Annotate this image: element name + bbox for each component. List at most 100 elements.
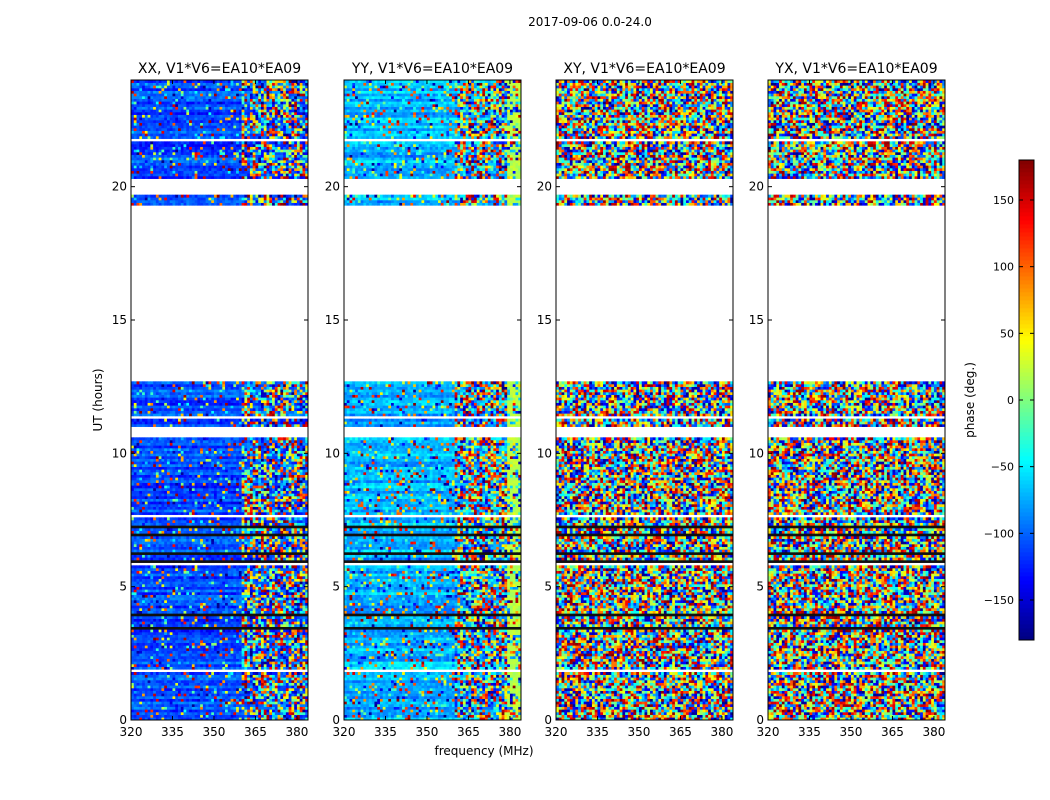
panels: XX, V1*V6=EA10*EA09 320 335 350 365 380 0 5 10 15… <box>112 61 946 739</box>
x-tick-label: 320 <box>120 725 143 739</box>
colorbar-segment <box>1019 596 1034 601</box>
colorbar-segment <box>1019 280 1034 285</box>
colorbar-segment <box>1019 244 1034 249</box>
colorbar-segment <box>1019 384 1034 389</box>
colorbar-tick-label: −50 <box>991 461 1014 474</box>
colorbar-segment <box>1019 308 1034 313</box>
colorbar-segment <box>1019 432 1034 437</box>
y-tick-label: 0 <box>119 713 127 727</box>
colorbar-segment <box>1019 608 1034 613</box>
colorbar-segment <box>1019 228 1034 233</box>
x-tick-label: 335 <box>374 725 397 739</box>
panel-frame <box>767 79 946 721</box>
colorbar-segment <box>1019 264 1034 269</box>
colorbar-segment <box>1019 476 1034 481</box>
phase-panel: XY, V1*V6=EA10*EA09 320 335 350 365 380 0 5 10 15… <box>537 61 734 739</box>
colorbar-segment <box>1019 184 1034 189</box>
colorbar-segment <box>1019 324 1034 329</box>
colorbar-segment <box>1019 172 1034 177</box>
y-tick-label: 15 <box>537 313 552 327</box>
colorbar-tick-label: −100 <box>984 527 1014 540</box>
x-tick-label: 380 <box>285 725 308 739</box>
colorbar-segment <box>1019 612 1034 617</box>
colorbar-segment <box>1019 216 1034 221</box>
colorbar-segment <box>1019 456 1034 461</box>
x-tick-label: 365 <box>457 725 480 739</box>
panel-title: XY, V1*V6=EA10*EA09 <box>563 61 725 77</box>
colorbar-segment <box>1019 548 1034 553</box>
x-tick-label: 380 <box>498 725 521 739</box>
y-tick-label: 5 <box>544 580 552 594</box>
y-tick-label: 0 <box>332 713 340 727</box>
colorbar-segment <box>1019 444 1034 449</box>
colorbar-segment <box>1019 592 1034 597</box>
colorbar-segment <box>1019 272 1034 277</box>
colorbar-segment <box>1019 340 1034 345</box>
panel-frame <box>130 79 309 721</box>
x-tick-label: 380 <box>710 725 733 739</box>
colorbar-segment <box>1019 396 1034 401</box>
colorbar-segment <box>1019 204 1034 209</box>
colorbar-segment <box>1019 572 1034 577</box>
colorbar-segment <box>1019 376 1034 381</box>
colorbar-segment <box>1019 632 1034 637</box>
colorbar-segment <box>1019 164 1034 169</box>
colorbar-segment <box>1019 576 1034 581</box>
x-tick-label: 335 <box>586 725 609 739</box>
colorbar-segment <box>1019 620 1034 625</box>
colorbar-segment <box>1019 352 1034 357</box>
panel-frame <box>343 79 522 721</box>
colorbar-segment <box>1019 268 1034 273</box>
colorbar-segment <box>1019 604 1034 609</box>
colorbar-segment <box>1019 260 1034 265</box>
phase-panel: YX, V1*V6=EA10*EA09 320 335 350 365 380 0 5 10 15… <box>749 61 946 739</box>
colorbar-segment <box>1019 416 1034 421</box>
x-tick-label: 350 <box>840 725 863 739</box>
colorbar-segment <box>1019 348 1034 353</box>
colorbar-segment <box>1019 568 1034 573</box>
colorbar-segment <box>1019 492 1034 497</box>
panel-title: XX, V1*V6=EA10*EA09 <box>138 61 301 77</box>
colorbar-segment <box>1019 516 1034 521</box>
colorbar-segment <box>1019 248 1034 253</box>
colorbar-segment <box>1019 452 1034 457</box>
colorbar-segment <box>1019 232 1034 237</box>
x-tick-label: 320 <box>333 725 356 739</box>
colorbar-segment <box>1019 160 1034 165</box>
colorbar-segment <box>1019 296 1034 301</box>
colorbar-segment <box>1019 448 1034 453</box>
x-tick-label: 350 <box>628 725 651 739</box>
colorbar-segment <box>1019 336 1034 341</box>
y-tick-label: 5 <box>756 580 764 594</box>
y-tick-label: 20 <box>537 180 552 194</box>
x-tick-label: 365 <box>881 725 904 739</box>
colorbar-segment <box>1019 300 1034 305</box>
colorbar-segment <box>1019 524 1034 529</box>
x-tick-label: 320 <box>757 725 780 739</box>
colorbar-segment <box>1019 520 1034 525</box>
colorbar-segment <box>1019 460 1034 465</box>
phase-panel: YY, V1*V6=EA10*EA09 320 335 350 365 380 0 5 10 15… <box>325 61 522 739</box>
colorbar-segment <box>1019 464 1034 469</box>
colorbar-tick-label: 0 <box>1007 394 1014 407</box>
colorbar-segment <box>1019 196 1034 201</box>
colorbar-segment <box>1019 440 1034 445</box>
colorbar-segment <box>1019 220 1034 225</box>
colorbar-segment <box>1019 564 1034 569</box>
colorbar-segment <box>1019 560 1034 565</box>
colorbar-segment <box>1019 332 1034 337</box>
colorbar-segment <box>1019 380 1034 385</box>
colorbar-segment <box>1019 616 1034 621</box>
colorbar-segment <box>1019 364 1034 369</box>
colorbar-segment <box>1019 480 1034 485</box>
colorbar-segment <box>1019 176 1034 181</box>
colorbar-segment <box>1019 180 1034 185</box>
colorbar-segment <box>1019 344 1034 349</box>
colorbar: −150 −100 −50 0 50 100 150 <box>984 159 1035 641</box>
colorbar-segment <box>1019 372 1034 377</box>
colorbar-segment <box>1019 408 1034 413</box>
colorbar-segment <box>1019 556 1034 561</box>
y-tick-label: 0 <box>756 713 764 727</box>
colorbar-segment <box>1019 484 1034 489</box>
colorbar-segment <box>1019 284 1034 289</box>
